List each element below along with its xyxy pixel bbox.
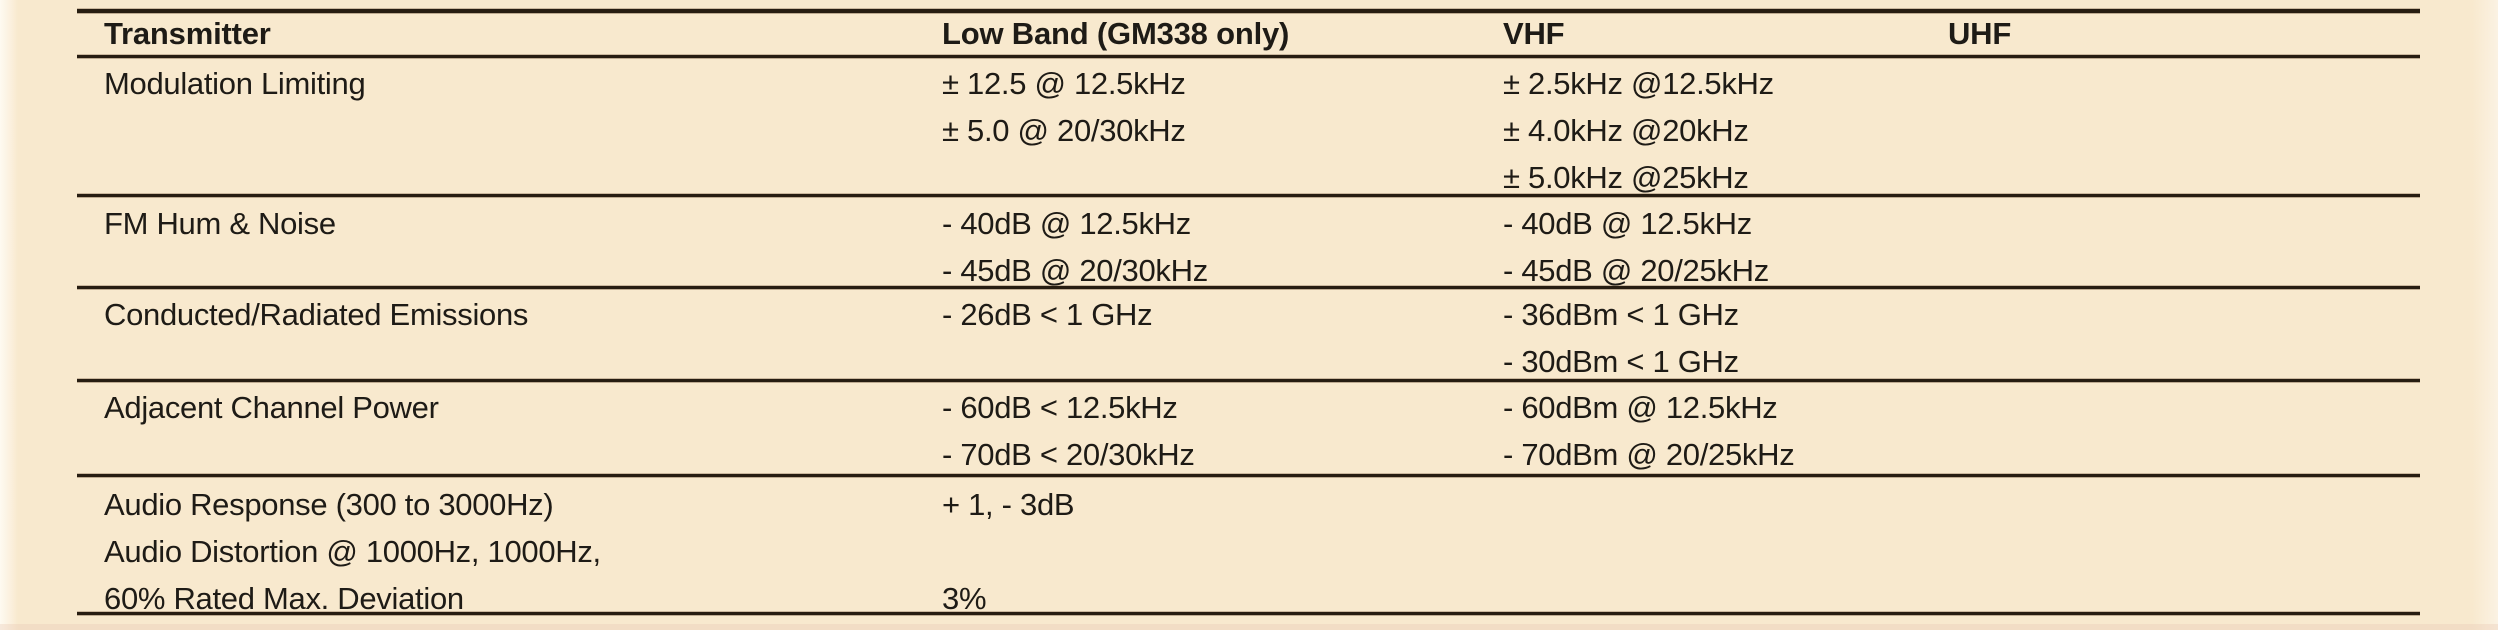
- low-band-cell: - 40dB @ 12.5kHz - 45dB @ 20/30kHz: [942, 200, 1482, 294]
- table-rule-1: [77, 194, 2420, 197]
- header-low-band: Low Band (GM338 only): [942, 12, 1482, 55]
- low-band-cell: - 26dB < 1 GHz: [942, 291, 1482, 338]
- spec-value: + 1, - 3dB: [942, 486, 1075, 522]
- table-rule-2: [77, 286, 2420, 289]
- spec-value: ± 12.5 @ 12.5kHz: [942, 65, 1186, 101]
- vhf-cell: - 36dBm < 1 GHz - 30dBm < 1 GHz: [1503, 291, 1933, 385]
- vhf-cell: ± 2.5kHz @12.5kHz ± 4.0kHz @20kHz ± 5.0k…: [1503, 60, 1933, 201]
- table-rule-bottom: [77, 612, 2420, 615]
- spec-value: ± 5.0kHz @25kHz: [1503, 159, 1749, 195]
- row-label: Adjacent Channel Power: [104, 389, 439, 425]
- table-rule-3: [77, 379, 2420, 382]
- vhf-cell: - 40dB @ 12.5kHz - 45dB @ 20/25kHz: [1503, 200, 1933, 294]
- spec-value: - 70dB < 20/30kHz: [942, 436, 1195, 472]
- spec-value: - 40dB @ 12.5kHz: [942, 205, 1191, 241]
- column-header: VHF: [1503, 15, 1565, 51]
- table-rule-top: [77, 9, 2420, 13]
- header-uhf: UHF: [1948, 12, 2408, 55]
- spec-value: - 26dB < 1 GHz: [942, 296, 1153, 332]
- page-edge-left: [0, 0, 18, 630]
- page-edge-bottom: [0, 624, 2498, 630]
- row-label-cell: Conducted/Radiated Emissions: [104, 291, 904, 338]
- row-label: Audio Distortion @ 1000Hz, 1000Hz,: [104, 533, 601, 569]
- row-label-cell: Adjacent Channel Power: [104, 384, 904, 431]
- low-band-cell: ± 12.5 @ 12.5kHz ± 5.0 @ 20/30kHz: [942, 60, 1482, 154]
- spec-value: ± 2.5kHz @12.5kHz: [1503, 65, 1774, 101]
- spec-value: - 30dBm < 1 GHz: [1503, 343, 1739, 379]
- header-transmitter: Transmitter: [104, 12, 904, 55]
- row-label: Audio Response (300 to 3000Hz): [104, 486, 554, 522]
- spec-value: - 60dBm @ 12.5kHz: [1503, 389, 1778, 425]
- low-band-cell: + 1, - 3dB 3%: [942, 481, 1482, 622]
- column-header: Low Band (GM338 only): [942, 15, 1290, 51]
- table-rule-4: [77, 474, 2420, 477]
- row-label: FM Hum & Noise: [104, 205, 336, 241]
- page-edge-right: [2472, 0, 2498, 630]
- row-label: Modulation Limiting: [104, 65, 366, 101]
- vhf-cell: - 60dBm @ 12.5kHz - 70dBm @ 20/25kHz: [1503, 384, 1933, 478]
- column-header: UHF: [1948, 15, 2012, 51]
- spec-value: - 45dB @ 20/30kHz: [942, 252, 1208, 288]
- table-rule-header: [77, 55, 2420, 58]
- header-vhf: VHF: [1503, 12, 1933, 55]
- row-label: Conducted/Radiated Emissions: [104, 296, 529, 332]
- spec-value: 3%: [942, 580, 987, 616]
- spec-value: - 36dBm < 1 GHz: [1503, 296, 1739, 332]
- low-band-cell: - 60dB < 12.5kHz - 70dB < 20/30kHz: [942, 384, 1482, 478]
- row-label-cell: FM Hum & Noise: [104, 200, 904, 247]
- row-label-cell: Audio Response (300 to 3000Hz) Audio Dis…: [104, 481, 904, 622]
- spec-value: - 40dB @ 12.5kHz: [1503, 205, 1752, 241]
- row-label: 60% Rated Max. Deviation: [104, 580, 464, 616]
- column-header: Transmitter: [104, 15, 271, 51]
- spec-value: - 60dB < 12.5kHz: [942, 389, 1178, 425]
- row-label-cell: Modulation Limiting: [104, 60, 904, 107]
- spec-value: - 70dBm @ 20/25kHz: [1503, 436, 1795, 472]
- spec-value: - 45dB @ 20/25kHz: [1503, 252, 1769, 288]
- spec-value: [942, 528, 1482, 575]
- spec-value: ± 4.0kHz @20kHz: [1503, 112, 1749, 148]
- spec-value: ± 5.0 @ 20/30kHz: [942, 112, 1186, 148]
